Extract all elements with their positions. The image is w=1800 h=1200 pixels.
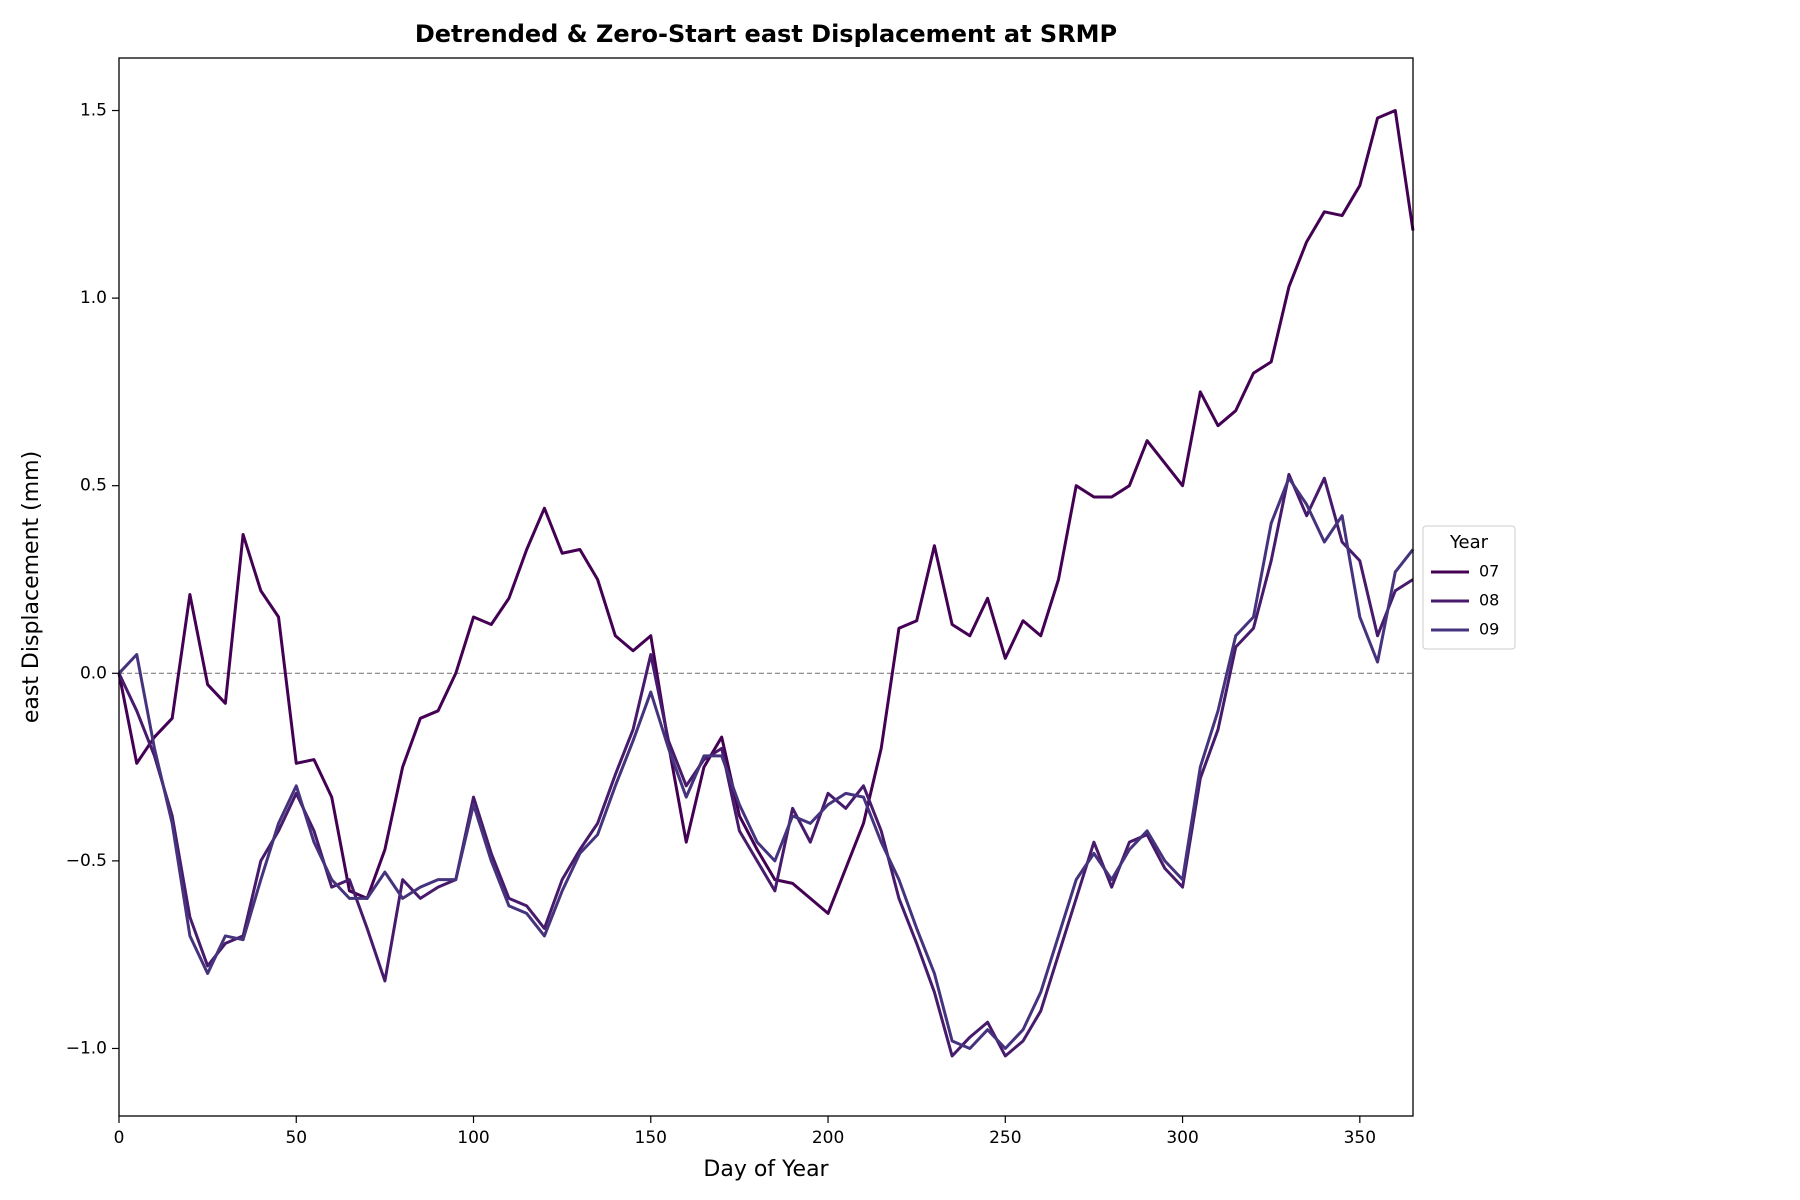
x-axis-label: Day of Year [703, 1157, 829, 1182]
x-tick-label: 250 [989, 1128, 1021, 1148]
legend-label: 09 [1479, 620, 1499, 639]
y-tick-label: 0.5 [80, 476, 107, 496]
x-tick-label: 150 [635, 1128, 667, 1148]
x-tick-label: 0 [114, 1128, 125, 1148]
y-tick-label: −1.0 [66, 1038, 107, 1058]
legend-title: Year [1449, 532, 1489, 553]
y-tick-label: −0.5 [66, 851, 107, 871]
data-line [117, 472, 1414, 1058]
x-tick-label: 200 [812, 1128, 844, 1148]
x-tick-label: 100 [457, 1128, 489, 1148]
chart-title: Detrended & Zero-Start east Displacement… [415, 20, 1117, 48]
x-tick-label: 50 [285, 1128, 307, 1148]
y-axis-label: east Displacement (mm) [19, 451, 44, 723]
y-tick-label: 1.0 [80, 288, 107, 308]
data-line [117, 109, 1415, 915]
legend-label: 08 [1479, 591, 1499, 610]
y-tick-label: 1.5 [80, 101, 107, 121]
y-tick-label: 0.0 [80, 663, 107, 683]
x-tick-label: 350 [1344, 1128, 1376, 1148]
legend-label: 07 [1479, 562, 1499, 581]
plot-frame [118, 57, 1414, 1117]
legend-box [1422, 525, 1516, 650]
data-line [117, 476, 1415, 1050]
x-tick-label: 300 [1166, 1128, 1198, 1148]
